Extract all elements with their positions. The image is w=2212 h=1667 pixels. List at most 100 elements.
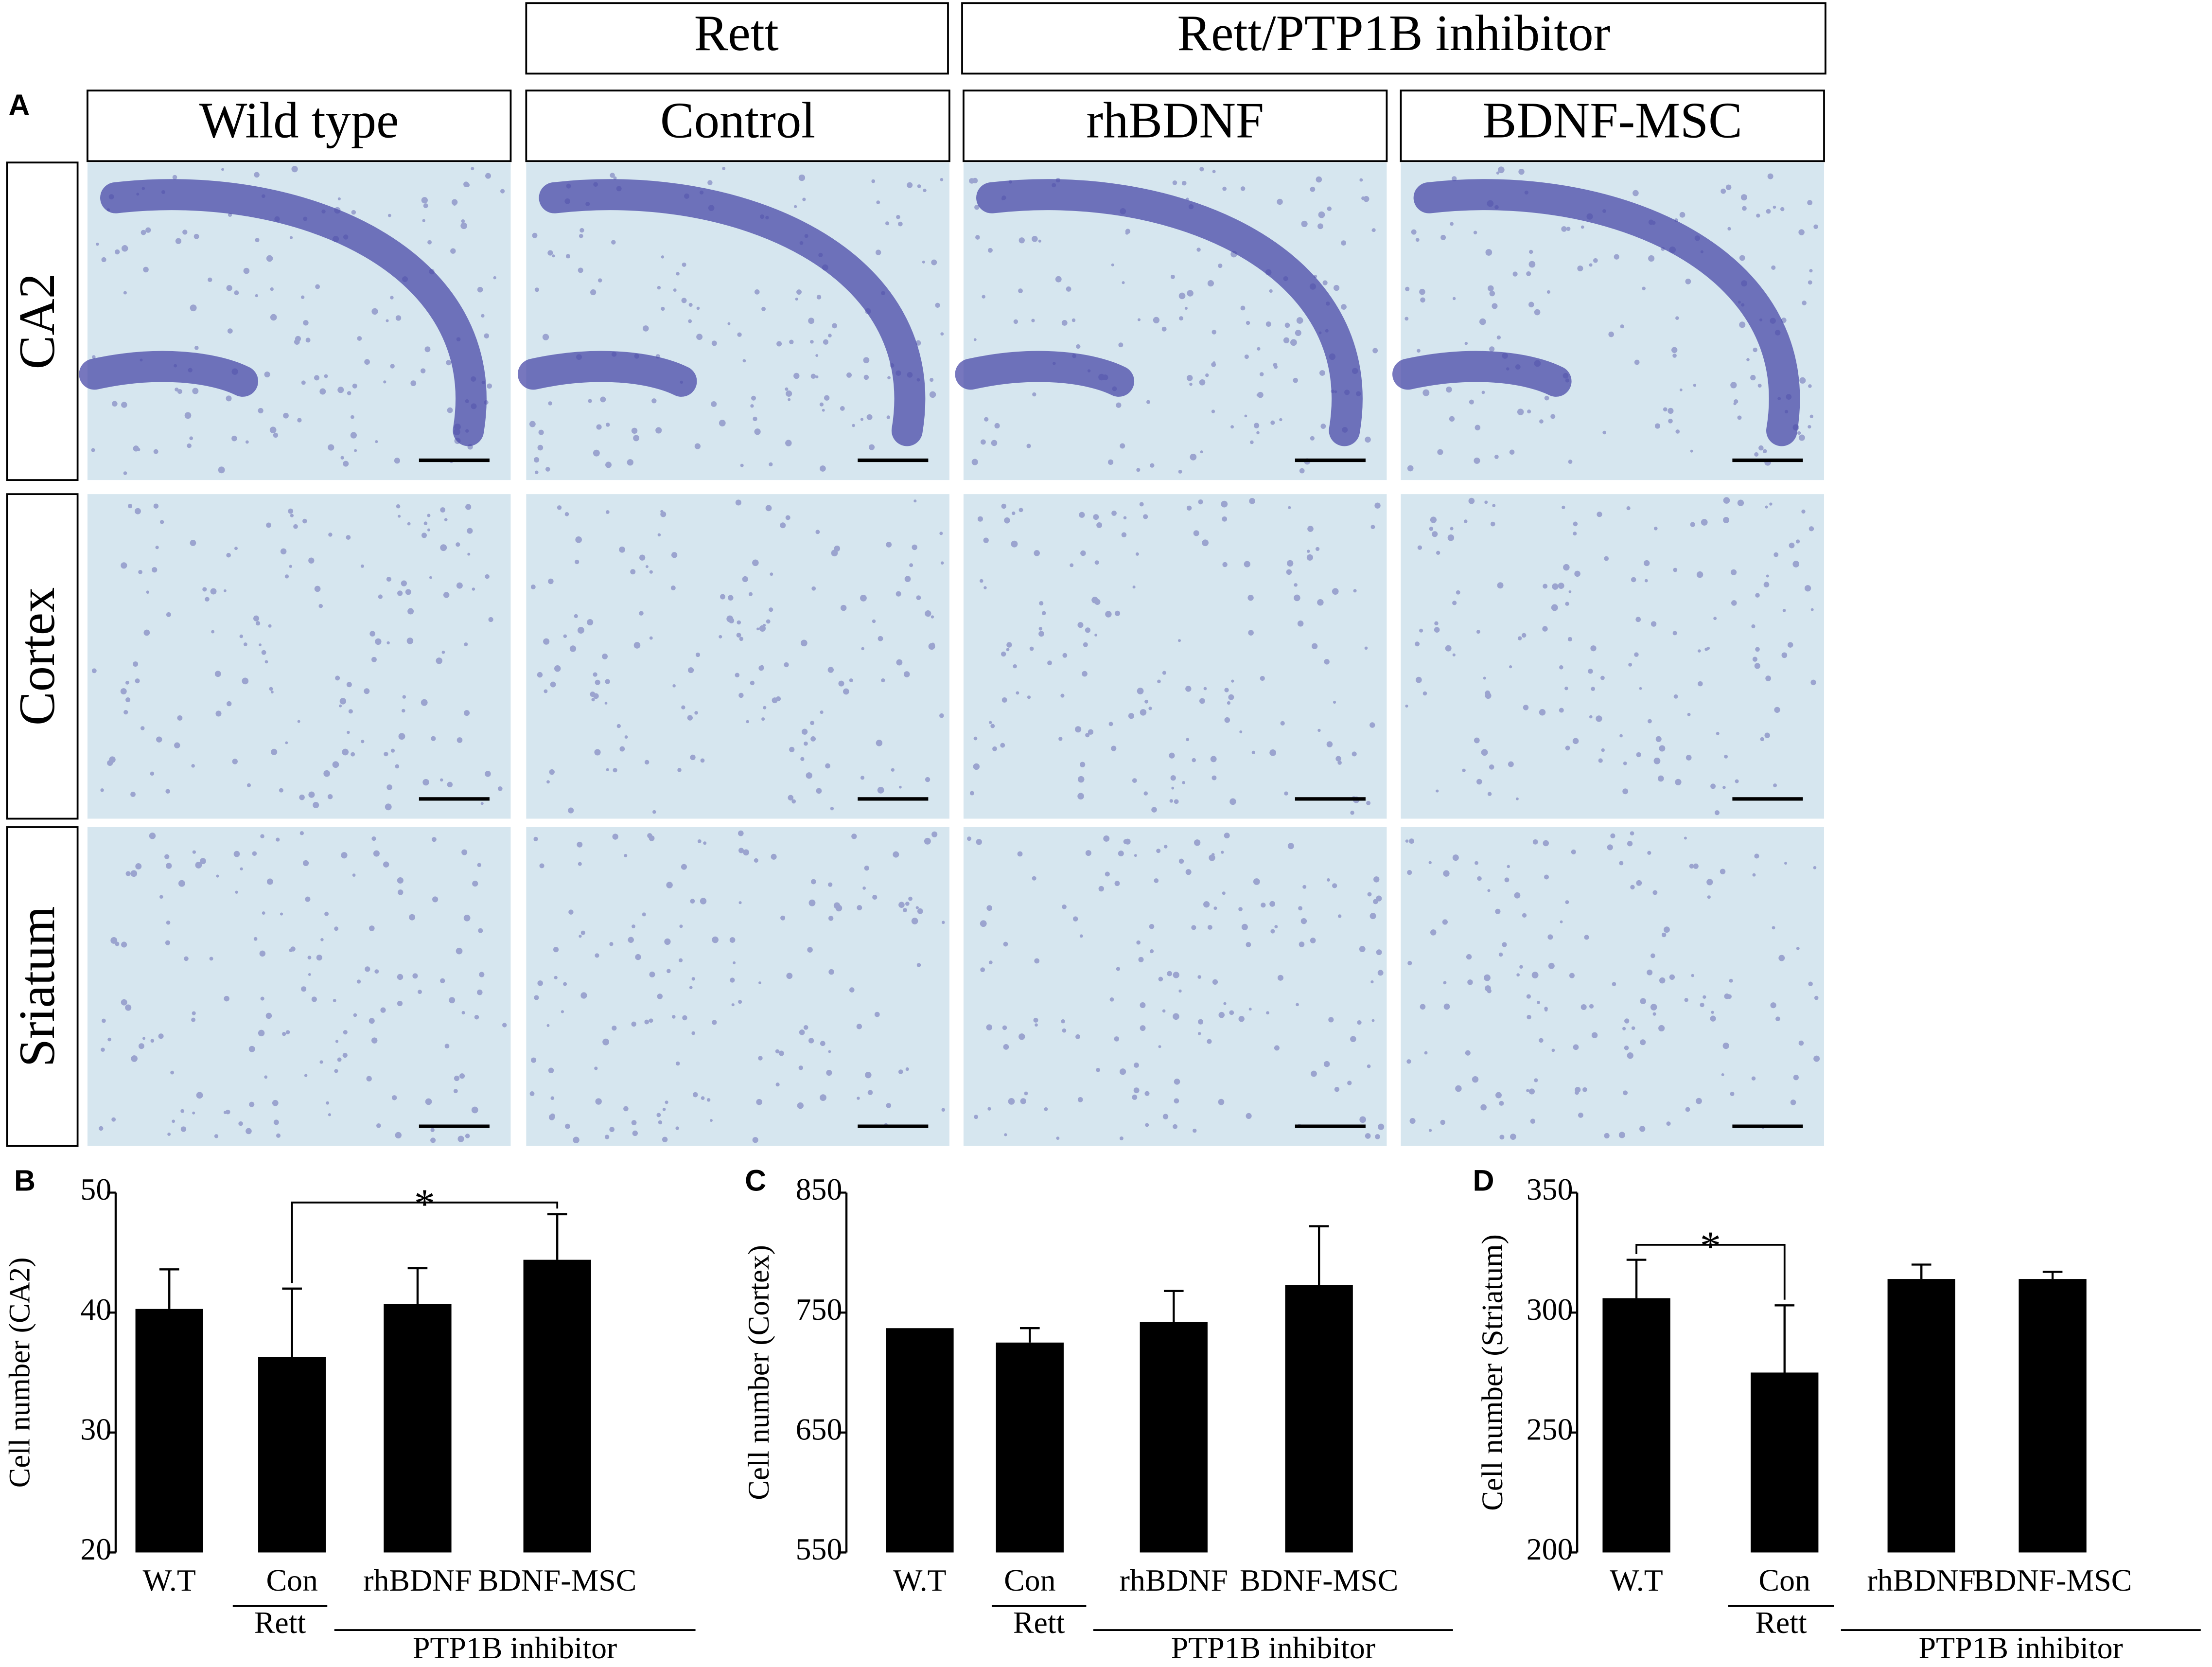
cell-dot <box>1781 652 1788 658</box>
cell-dot <box>1190 454 1197 461</box>
x-tick-label: BDNF-MSC <box>1973 1563 2132 1597</box>
cell-dot <box>1604 556 1609 561</box>
cell-dot <box>1622 1027 1626 1030</box>
cell-dot <box>240 867 243 870</box>
cell-dot <box>1532 839 1538 845</box>
cell-dot <box>464 642 468 647</box>
cell-dot <box>569 645 577 652</box>
cell-dot <box>170 1070 174 1075</box>
cell-dot <box>1530 1118 1536 1124</box>
cell-dot <box>465 182 470 187</box>
cell-dot <box>1251 750 1255 754</box>
x-tick-label: Con <box>1004 1563 1055 1597</box>
cell-dot <box>1798 1040 1804 1046</box>
cell-dot <box>1187 290 1194 297</box>
cell-dot <box>1610 833 1615 838</box>
cell-dot <box>1485 690 1491 696</box>
cell-dot <box>1598 758 1603 763</box>
cell-dot <box>1119 1136 1124 1140</box>
cell-dot <box>1083 642 1088 647</box>
cell-dot <box>633 435 640 442</box>
cell-dot <box>750 404 754 408</box>
cell-dot <box>1693 863 1699 869</box>
cell-dot <box>1001 651 1006 657</box>
cell-dot <box>1630 885 1635 890</box>
cell-dot <box>602 1038 610 1046</box>
cell-dot <box>353 1013 357 1017</box>
cell-dot <box>700 758 705 763</box>
cell-dot <box>135 508 141 514</box>
cell-dot <box>319 388 326 395</box>
cell-dot <box>427 528 431 532</box>
cell-dot <box>1149 949 1154 954</box>
cell-dot <box>1430 929 1437 936</box>
cell-dot <box>192 1111 195 1115</box>
cell-dot <box>602 653 608 659</box>
cell-dot <box>908 896 913 901</box>
cell-dot <box>1222 891 1226 895</box>
cell-dot <box>243 642 247 646</box>
cell-dot <box>402 695 406 699</box>
cell-dot <box>350 432 357 439</box>
cell-dot <box>246 1128 252 1135</box>
cell-dot <box>730 977 735 983</box>
cell-dot <box>776 341 782 347</box>
cell-dot <box>405 589 411 595</box>
cell-dot <box>165 789 170 794</box>
cell-dot <box>1659 977 1666 984</box>
cell-dot <box>1273 363 1278 367</box>
cell-dot <box>1565 602 1569 606</box>
cell-dot <box>1212 361 1216 364</box>
cell-dot <box>682 262 686 267</box>
cell-dot <box>1542 626 1548 632</box>
cell-dot <box>856 1024 862 1029</box>
column-label: Control <box>660 92 815 149</box>
cell-dot <box>187 443 192 448</box>
cell-dot <box>590 692 596 697</box>
cell-dot <box>579 935 582 938</box>
cell-dot <box>1515 797 1519 800</box>
cell-dot <box>1512 271 1518 277</box>
cell-dot <box>440 544 447 551</box>
cell-dot <box>172 1119 176 1123</box>
cell-dot <box>1008 1098 1015 1105</box>
cell-dot <box>1274 365 1278 369</box>
cell-dot <box>1700 1002 1704 1008</box>
cell-dot <box>1797 431 1801 435</box>
cell-dot <box>905 902 910 906</box>
cell-dot <box>1138 957 1144 962</box>
cell-dot <box>1174 1079 1180 1085</box>
cell-dot <box>1778 955 1785 961</box>
cell-dot <box>280 548 287 555</box>
cell-dot <box>1284 791 1288 796</box>
cell-dot <box>533 836 538 841</box>
cell-dot <box>1205 373 1209 377</box>
cell-dot <box>1211 775 1217 780</box>
cell-dot <box>1573 532 1577 536</box>
cell-dot <box>215 710 222 717</box>
cell-dot <box>1574 570 1580 577</box>
cell-dot <box>1140 1002 1146 1008</box>
cell-dot <box>1772 926 1775 930</box>
cell-dot <box>1746 358 1750 361</box>
cell-dot <box>401 580 407 586</box>
cell-dot <box>575 536 582 543</box>
cell-dot <box>1182 780 1185 784</box>
cell-dot <box>1178 470 1182 474</box>
cell-dot <box>986 1024 993 1030</box>
cell-dot <box>550 681 556 688</box>
cell-dot <box>1723 516 1730 523</box>
cell-dot <box>1334 1087 1340 1092</box>
cell-dot <box>661 255 665 259</box>
cell-dot <box>1244 561 1250 567</box>
cell-dot <box>210 588 217 595</box>
cell-dot <box>383 380 386 384</box>
cell-dot <box>1807 200 1813 206</box>
cell-dot <box>565 254 570 259</box>
cell-dot <box>1038 631 1044 637</box>
cell-dot <box>694 711 698 715</box>
cell-dot <box>988 248 993 253</box>
cell-dot <box>1031 319 1035 322</box>
cell-dot <box>1597 512 1602 517</box>
column-label: Wild type <box>199 92 399 149</box>
